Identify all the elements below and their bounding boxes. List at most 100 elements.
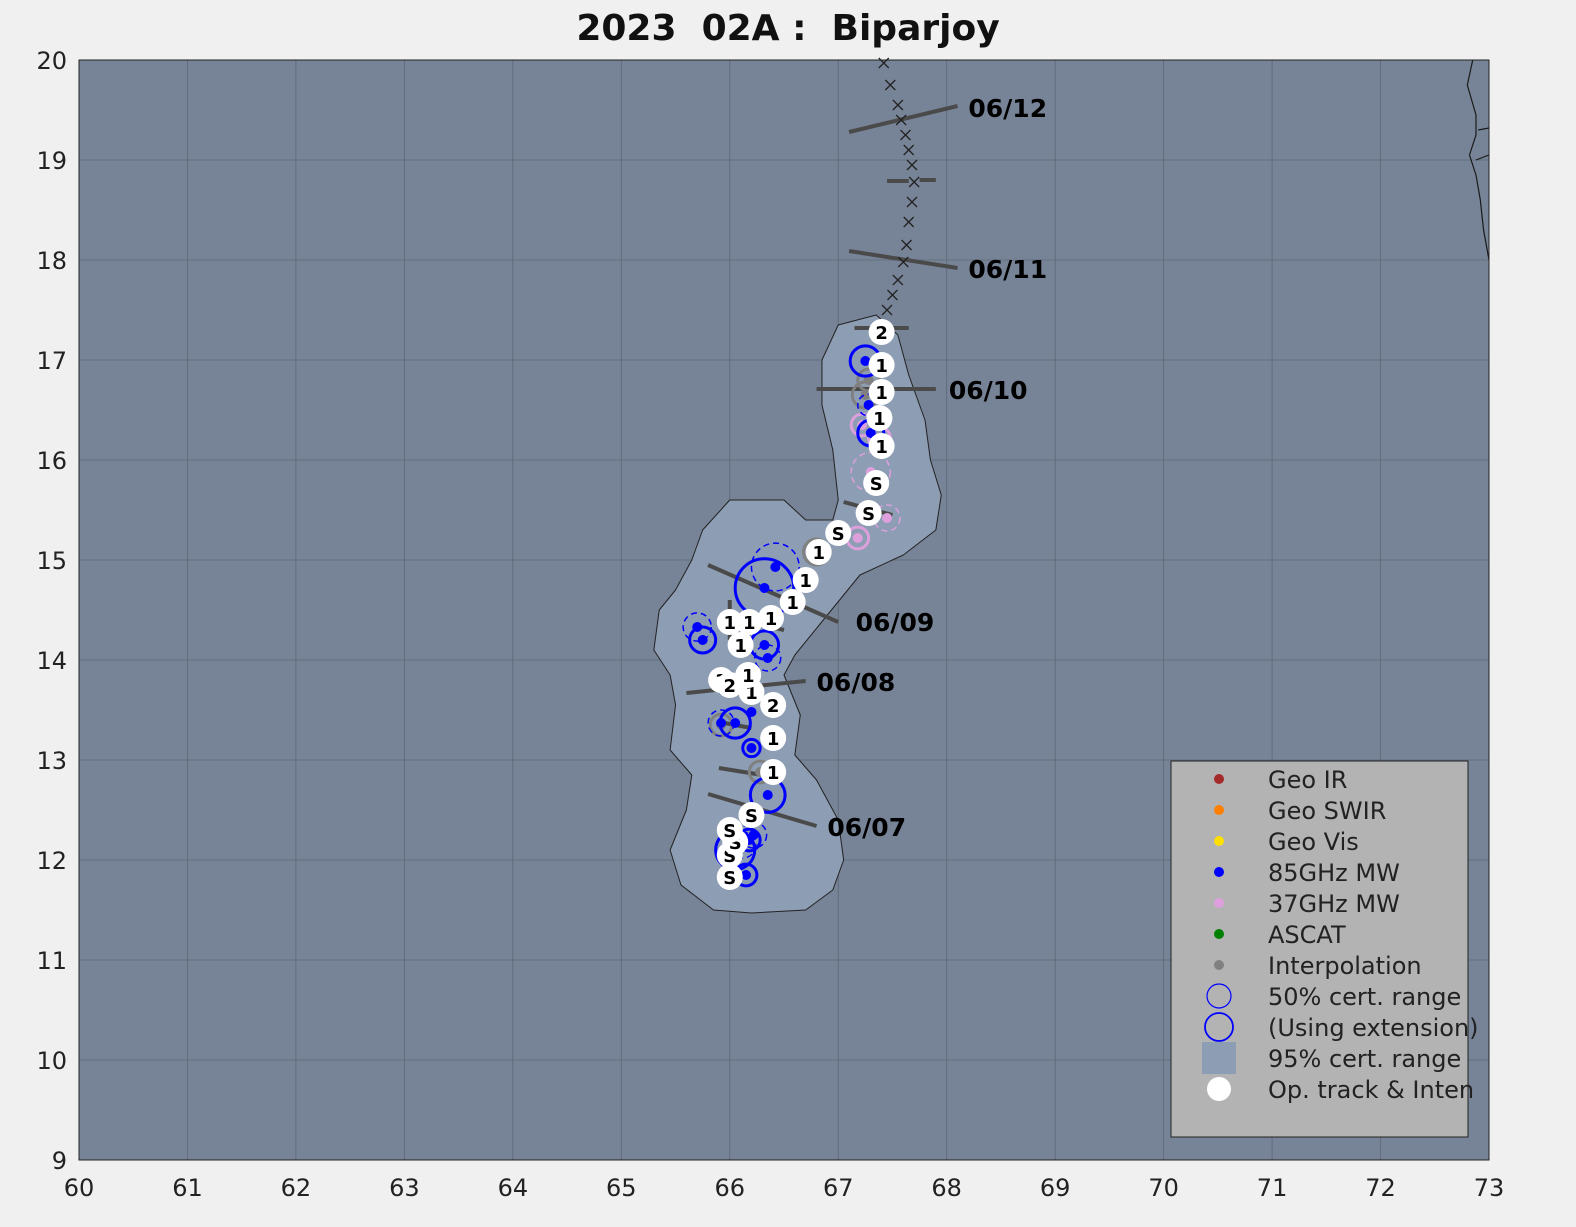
mw85-fix-point (759, 640, 770, 650)
y-tick-label: 9 (52, 1147, 67, 1175)
op-track-point (716, 609, 743, 635)
day-line (848, 249, 958, 270)
op-track-intensity-label: 1 (743, 613, 756, 634)
x-tick-label: 71 (1257, 1174, 1288, 1202)
forecast-point (903, 216, 915, 228)
op-track-point (760, 759, 787, 785)
coastline-segment (1478, 127, 1490, 131)
mw85-fix-range (741, 737, 762, 759)
mw85-fix-point (697, 635, 708, 645)
op-track-intensity-label: 1 (799, 571, 812, 592)
op-track-point (868, 352, 895, 378)
op-track-intensity-label: 1 (873, 409, 886, 430)
forecast-point (903, 144, 915, 156)
op-track-intensity-label: 2 (724, 676, 737, 697)
mw85-fix-point (865, 428, 876, 438)
x-tick-label: 68 (931, 1174, 962, 1202)
op-track-point (868, 379, 895, 405)
y-tick-label: 19 (36, 147, 67, 175)
mw85-fix-point (748, 830, 759, 840)
mw85-fix-range (688, 625, 718, 655)
legend-label: 37GHz MW (1268, 890, 1400, 918)
op-track-intensity-label: 1 (742, 666, 755, 687)
y-tick-label: 10 (36, 1047, 67, 1075)
op-track-intensity-label: 1 (875, 437, 888, 458)
legend-label: Interpolation (1268, 952, 1422, 980)
op-track-intensity-label: 1 (875, 356, 888, 377)
mw85-fix-point (746, 743, 757, 753)
x-tick-label: 66 (714, 1174, 745, 1202)
x-tick-label: 67 (823, 1174, 854, 1202)
x-tick-label: 65 (606, 1174, 637, 1202)
date-label: 06/12 (968, 94, 1047, 123)
coastline-segment (1466, 59, 1490, 261)
op-track-intensity-label: 1 (765, 609, 778, 630)
op-track-intensity-label: S (723, 868, 736, 889)
legend-marker (1206, 983, 1232, 1009)
op-track-point (716, 672, 743, 698)
legend-label: 95% cert. range (1268, 1045, 1461, 1073)
axis-tick-labels: 60 61 62 63 64 65 66 67 68 69 70 71 72 73910111213141… (36, 47, 1504, 1202)
forecast-point (892, 274, 904, 286)
x-tick-label: 62 (281, 1174, 312, 1202)
mw85-fix-point (860, 356, 871, 366)
x-tick-label: 63 (389, 1174, 420, 1202)
mw85-fix-point (692, 622, 703, 632)
legend-marker (1207, 1077, 1231, 1101)
mw85-fix-point (716, 718, 727, 728)
op-track-point (825, 520, 852, 546)
op-track-point (727, 632, 754, 658)
legend-marker (1204, 1012, 1234, 1042)
day-line (707, 563, 840, 624)
op-track-intensity-label: 1 (812, 543, 825, 564)
x-tick-label: 72 (1365, 1174, 1396, 1202)
legend-label: Geo SWIR (1268, 797, 1386, 825)
forecast-point (895, 114, 907, 126)
y-tick-label: 14 (36, 647, 67, 675)
mw85-fix-point (762, 790, 773, 800)
y-tick-label: 15 (36, 547, 67, 575)
op-track-intensity-label: S (745, 806, 758, 827)
op-track-point (779, 589, 806, 615)
legend-marker (1202, 1042, 1236, 1074)
mw85-fix-point (746, 707, 757, 717)
day-line (848, 104, 959, 134)
op-track-point (716, 864, 743, 890)
legend-marker (1214, 805, 1224, 815)
op-track-intensity-label: 1 (875, 383, 888, 404)
forecast-point (892, 99, 904, 111)
operational-track: SSSSS11211121111111SSS11112 (708, 319, 895, 890)
op-track-point (757, 605, 784, 631)
legend-marker (1214, 836, 1224, 846)
op-track-intensity-label: 1 (767, 729, 780, 750)
forecast-point (897, 256, 909, 268)
op-track-intensity-label: S (723, 821, 736, 842)
forecast-point (901, 239, 913, 251)
x-tick-label: 61 (172, 1174, 203, 1202)
forecast-point (881, 304, 893, 316)
y-tick-label: 11 (36, 947, 67, 975)
y-tick-label: 12 (36, 847, 67, 875)
date-label: 06/08 (817, 668, 896, 697)
forecast-point (906, 196, 918, 208)
forecast-point (884, 79, 896, 91)
op-track-point (716, 817, 743, 843)
op-track-intensity-label: S (870, 474, 883, 495)
chart-title: 2023 02A : Biparjoy (576, 8, 1000, 49)
legend: Geo IR Geo SWIR Geo Vis 85GHz MW 37GHz MW ASC… (1170, 760, 1479, 1138)
legend-marker (1214, 929, 1224, 939)
op-track-point (868, 319, 895, 345)
op-track-intensity-label: 2 (767, 696, 780, 717)
forecast-point (906, 159, 918, 171)
x-tick-label: 70 (1148, 1174, 1179, 1202)
date-label: 06/10 (949, 376, 1028, 405)
date-label: 06/09 (856, 608, 935, 637)
op-track-point (855, 500, 882, 526)
x-tick-label: 69 (1040, 1174, 1071, 1202)
op-track-intensity-label: S (832, 524, 845, 545)
x-tick-label: 64 (498, 1174, 529, 1202)
mw85-fix-point (770, 562, 781, 572)
op-track-point (792, 567, 819, 593)
op-track-intensity-label: 1 (734, 636, 747, 657)
